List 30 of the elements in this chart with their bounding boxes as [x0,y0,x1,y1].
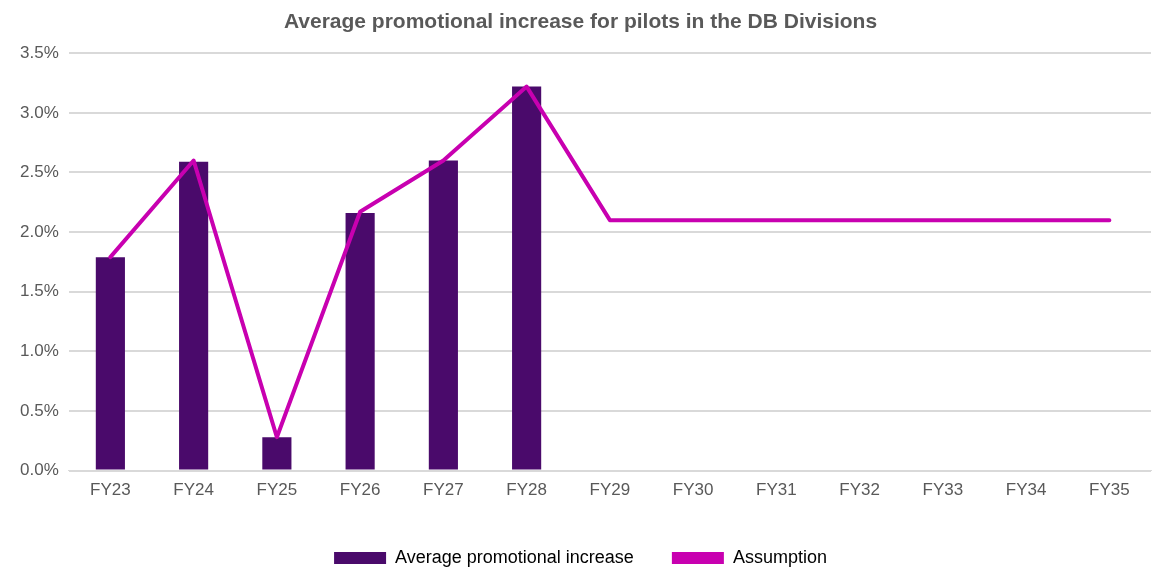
bar [262,437,292,470]
x-tick-label: FY29 [589,480,631,500]
bar [428,160,458,470]
bar [345,213,375,470]
y-tick-label: 0.5% [20,400,59,420]
x-tick-label: FY28 [506,480,547,500]
y-tick-label: 1.0% [20,341,59,361]
x-tick-label: FY27 [423,480,464,500]
x-tick-label: FY33 [922,480,964,500]
y-tick-label: 3.0% [20,102,59,122]
x-tick-label: FY25 [256,480,298,500]
x-tick-label: FY30 [672,480,714,500]
y-tick-label: 2.5% [20,162,59,182]
legend-label: Assumption [732,546,827,567]
y-tick-label: 1.5% [20,281,59,301]
y-tick-label: 0.0% [20,460,59,480]
x-tick-label: FY24 [173,480,214,500]
bar [512,86,542,470]
bar [179,161,209,470]
x-tick-label: FY35 [1089,480,1130,500]
x-tick-label: FY31 [756,480,797,500]
bar [95,257,125,470]
chart-title: Average promotional increase for pilots in the DB Divisions [283,9,878,33]
y-tick-label: 2.0% [20,221,59,241]
x-tick-label: FY32 [839,480,880,500]
legend-label: Average promotional increase [395,546,634,567]
y-tick-label: 3.5% [20,42,59,62]
x-tick-label: FY34 [1005,480,1047,500]
x-tick-label: FY26 [339,480,381,500]
x-tick-label: FY23 [90,480,131,500]
